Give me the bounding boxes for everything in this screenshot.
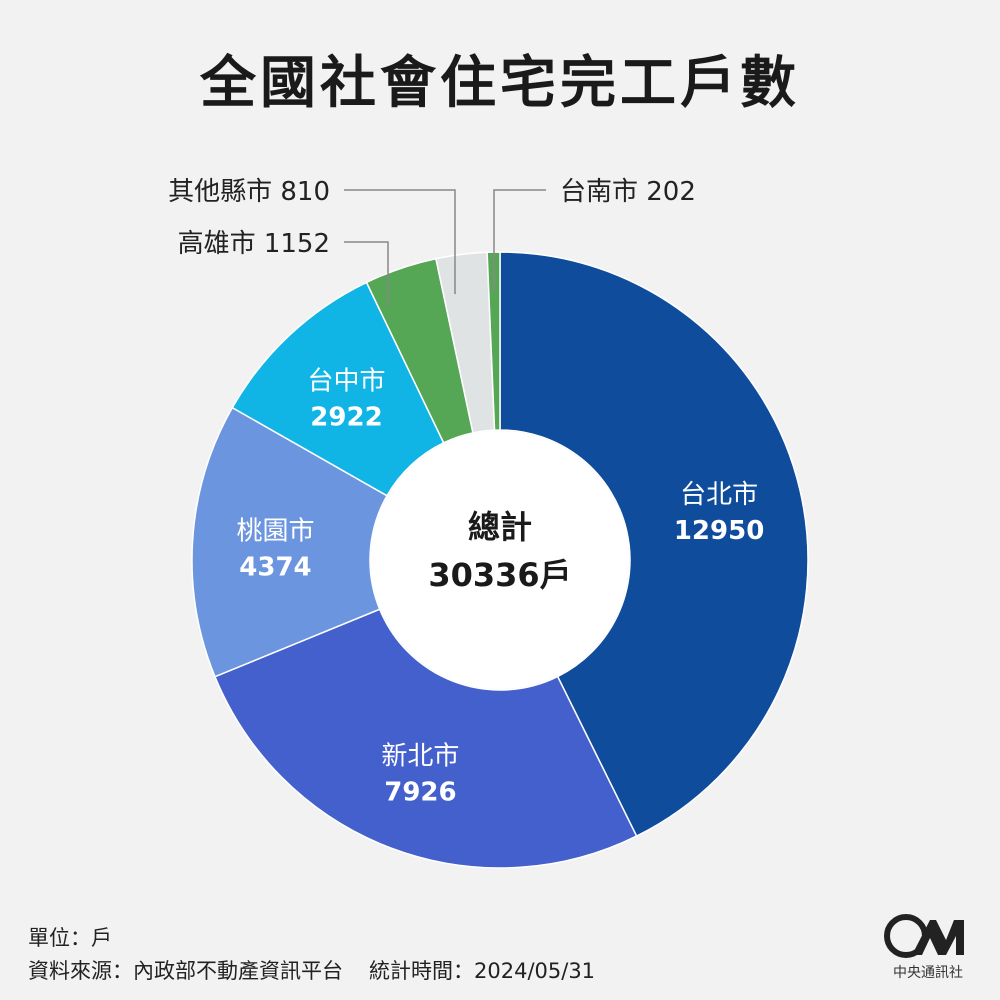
slice-6 bbox=[486, 251, 501, 431]
source-note: 資料來源：內政部不動產資訊平台 bbox=[28, 959, 343, 983]
slice-label-3: 台中市 bbox=[307, 366, 385, 396]
slice-2 bbox=[191, 406, 389, 678]
time-note: 統計時間：2024/05/31 bbox=[369, 959, 596, 983]
slice-outside-label-5: 其他縣市 810 bbox=[168, 177, 330, 207]
slice-label-1: 新北市 bbox=[381, 741, 459, 771]
slice-value-0: 12950 bbox=[674, 516, 764, 546]
slice-value-3: 2922 bbox=[310, 402, 382, 432]
slice-label-2: 桃園市 bbox=[236, 517, 314, 547]
leader-line-4 bbox=[344, 241, 389, 307]
slice-0 bbox=[499, 251, 809, 838]
cna-logo-icon bbox=[884, 914, 964, 958]
slice-outside-label-4: 高雄市 1152 bbox=[178, 229, 330, 259]
leader-line-6 bbox=[493, 189, 546, 293]
slice-outside-label-6: 台南市 202 bbox=[560, 177, 696, 207]
donut-hole bbox=[371, 431, 629, 689]
cna-logo-text: 中央通訊社 bbox=[893, 965, 963, 981]
slice-value-1: 7926 bbox=[384, 777, 456, 807]
slice-value-2: 4374 bbox=[239, 553, 311, 583]
leader-line-5 bbox=[344, 189, 456, 295]
slice-label-0: 台北市 bbox=[680, 480, 758, 510]
slice-1 bbox=[213, 608, 638, 869]
center-label: 總計 bbox=[468, 508, 532, 546]
center-total: 30336戶 bbox=[428, 556, 571, 594]
unit-note: 單位：戶 bbox=[28, 926, 112, 950]
source-line: 資料來源：內政部不動產資訊平台 統計時間：2024/05/31 bbox=[28, 955, 595, 985]
chart-title: 全國社會住宅完工戶數 bbox=[200, 51, 800, 116]
